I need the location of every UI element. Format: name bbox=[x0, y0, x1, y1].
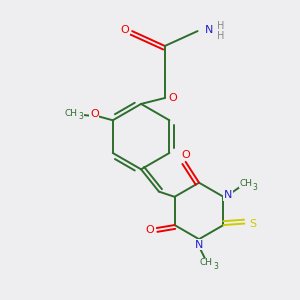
Text: CH: CH bbox=[65, 109, 78, 118]
Text: 3: 3 bbox=[253, 182, 258, 191]
Text: O: O bbox=[169, 93, 178, 103]
Text: N: N bbox=[205, 25, 213, 34]
Text: CH: CH bbox=[200, 258, 213, 267]
Text: N: N bbox=[195, 239, 203, 250]
Text: O: O bbox=[145, 224, 154, 235]
Text: N: N bbox=[224, 190, 232, 200]
Text: O: O bbox=[181, 150, 190, 160]
Text: H: H bbox=[217, 31, 224, 40]
Text: S: S bbox=[249, 219, 256, 229]
Text: H: H bbox=[217, 21, 224, 31]
Text: 3: 3 bbox=[79, 112, 83, 121]
Text: O: O bbox=[120, 25, 129, 34]
Text: O: O bbox=[90, 109, 99, 119]
Text: CH: CH bbox=[239, 179, 252, 188]
Text: 3: 3 bbox=[214, 262, 219, 271]
